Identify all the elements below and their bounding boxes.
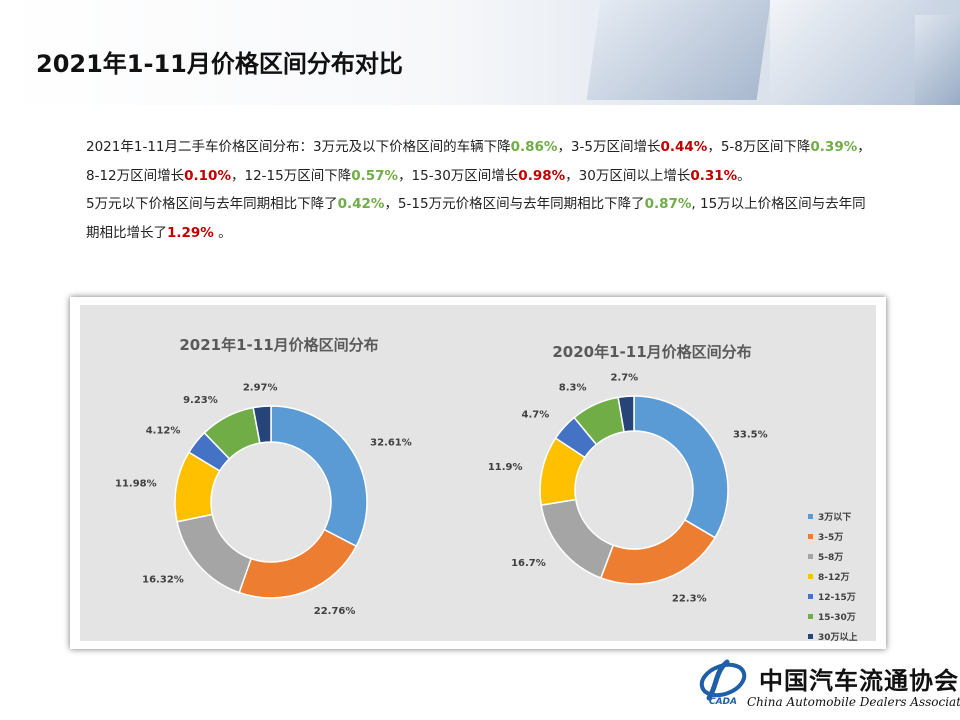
summary-value: 0.31% (690, 167, 738, 184)
chart-area: 2021年1-11月价格区间分布 32.61% 22.76% 16.32% 11.98%… (80, 305, 876, 641)
data-label: 22.3% (672, 594, 707, 605)
legend-item: 12-15万 (818, 592, 856, 603)
donut-slice (599, 518, 717, 585)
summary-text-segment: ，5-8万区间下降 (707, 139, 811, 155)
chart-title: 2020年1-11月价格区间分布 (552, 343, 751, 361)
cada-logo-mark-text: CADA (709, 697, 737, 706)
legend-swatch (808, 514, 813, 519)
summary-text-segment: 。 (737, 167, 751, 184)
legend-item: 8-12万 (818, 572, 850, 583)
summary-value: 0.57% (351, 167, 399, 184)
donut-slice (238, 528, 358, 599)
header-decoration (586, 0, 774, 100)
donut-charts: 2021年1-11月价格区间分布 32.61% 22.76% 16.32% 11.98%… (115, 336, 858, 641)
summary-value: 0.39% (810, 139, 858, 155)
chart-title: 2021年1-11月价格区间分布 (179, 336, 378, 354)
summary-text-segment: 5万元以下价格区间与去年同期相比下降了 (86, 196, 338, 212)
data-label: 4.12% (146, 426, 181, 437)
donut-slice (633, 395, 729, 539)
summary-value: 0.44% (660, 139, 708, 155)
summary-value: 0.98% (518, 167, 566, 184)
legend-swatch (808, 534, 813, 539)
summary-value: 0.86% (510, 139, 558, 155)
summary-value: 0.87% (644, 196, 692, 212)
summary-text-segment: ，15-30万区间增长 (398, 167, 519, 184)
summary-text-segment: 2021年1-11月二手车价格区间分布：3万元及以下价格区间的车辆下降 (86, 139, 511, 155)
data-label: 11.98% (115, 479, 157, 490)
donut-slice (540, 498, 615, 579)
summary-text-segment: ，5-15万元价格区间与去年同期相比下降了 (384, 196, 645, 212)
chart-frame: 2021年1-11月价格区间分布 32.61% 22.76% 16.32% 11.98%… (70, 297, 886, 649)
legend-item: 15-30万 (818, 612, 856, 623)
donut-slice (176, 513, 253, 594)
cada-logo: CADA 中国汽车流通协会 China Automobile Dealers A… (693, 655, 960, 715)
legend-swatch (808, 554, 813, 559)
data-label: 4.7% (522, 410, 550, 421)
summary-value: 0.10% (184, 167, 231, 184)
summary-text-segment: ，3-5万区间增长 (557, 139, 661, 155)
data-label: 16.32% (142, 575, 184, 586)
donut-slice (617, 395, 635, 433)
legend-swatch (808, 634, 813, 639)
cada-logo-icon: CADA (699, 659, 747, 706)
page-title: 2021年1-11月价格区间分布对比 (36, 50, 403, 78)
header-decoration (770, 0, 930, 105)
cada-logo-english: China Automobile Dealers Association (747, 695, 960, 709)
data-label: 11.9% (488, 462, 523, 473)
legend-swatch (808, 574, 813, 579)
legend-swatch (808, 594, 813, 599)
summary-value: 0.42% (337, 196, 385, 212)
cada-logo-chinese: 中国汽车流通协会 (759, 666, 959, 695)
header-decoration (915, 15, 960, 105)
legend-swatch (808, 614, 813, 619)
donut-slice (252, 405, 272, 444)
data-label: 8.3% (559, 382, 587, 393)
donut-slice (270, 405, 368, 548)
data-label: 33.5% (733, 429, 768, 440)
summary-text-segment: ，12-15万区间下降 (230, 167, 352, 184)
legend-item: 30万以上 (818, 631, 858, 641)
summary-text-segment: ，8-12万区间增长 (86, 139, 871, 184)
header-banner (0, 0, 960, 105)
data-label: 16.7% (511, 558, 546, 569)
data-label: 2.97% (243, 383, 278, 394)
data-label: 9.23% (183, 395, 218, 406)
summary-value: 1.29% (167, 224, 214, 241)
summary-text-segment: 。 (213, 224, 232, 241)
data-label: 2.7% (610, 372, 638, 383)
data-label: 32.61% (370, 438, 412, 449)
summary-text-segment: , 15万以上价格区间与去年同期相比增长了 (86, 196, 866, 241)
legend-item: 3-5万 (818, 532, 843, 543)
data-label: 22.76% (314, 606, 356, 617)
summary-text-segment: ，30万区间以上增长 (565, 167, 691, 184)
summary-text: 2021年1-11月二手车价格区间分布：3万元及以下价格区间的车辆下降0.86%… (86, 133, 876, 247)
legend-item: 3万以下 (818, 512, 851, 523)
legend-item: 5-8万 (818, 552, 843, 563)
